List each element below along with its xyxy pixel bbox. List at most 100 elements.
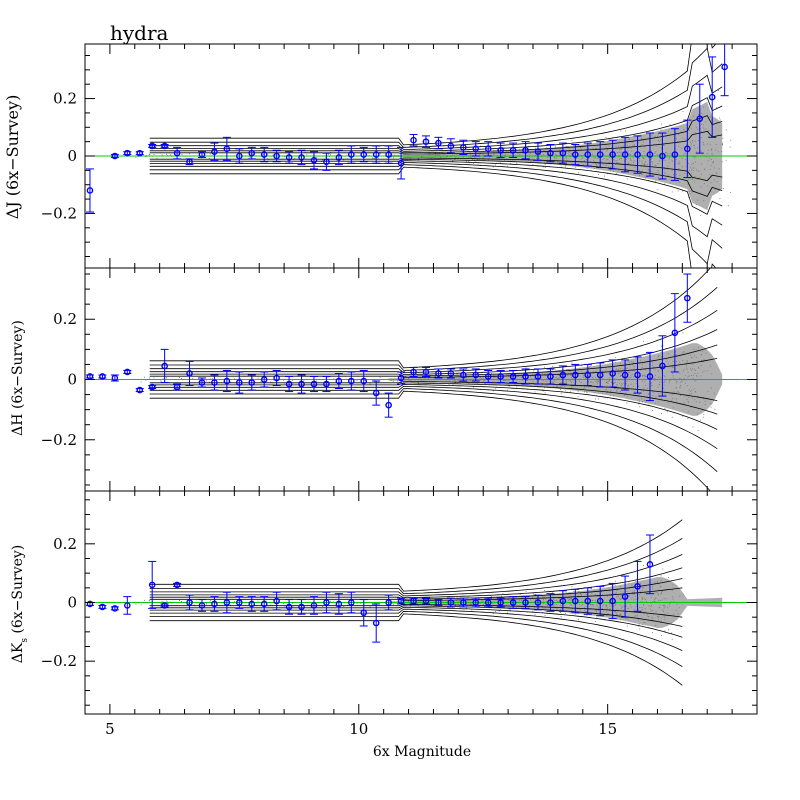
- data-point: [492, 605, 494, 607]
- data-point: [467, 150, 469, 152]
- data-point: [588, 157, 590, 159]
- data-point: [711, 154, 713, 156]
- data-point: [692, 162, 694, 164]
- mean-marker: [298, 603, 305, 611]
- data-point: [606, 158, 608, 160]
- binned-mean-19: [334, 593, 343, 615]
- data-point: [583, 154, 585, 156]
- data-point: [698, 367, 700, 369]
- data-point: [555, 157, 557, 159]
- data-point: [661, 368, 663, 370]
- data-point: [672, 160, 673, 162]
- data-point: [580, 370, 582, 372]
- data-point: [678, 160, 680, 162]
- data-point: [682, 360, 684, 361]
- data-point: [592, 600, 594, 601]
- data-point: [554, 157, 556, 159]
- data-point: [686, 361, 688, 363]
- binned-mean-2: [123, 149, 132, 157]
- binned-mean-31: [484, 597, 493, 608]
- binned-mean-33: [509, 142, 518, 158]
- data-point: [494, 611, 496, 612]
- mean-marker: [173, 149, 181, 157]
- data-point: [692, 140, 693, 141]
- data-point: [611, 382, 613, 383]
- data-point: [651, 362, 653, 364]
- data-point: [598, 610, 600, 611]
- data-point: [676, 138, 677, 140]
- data-point: [468, 380, 470, 382]
- data-point: [589, 604, 591, 606]
- data-point: [583, 164, 585, 166]
- data-point: [652, 617, 654, 619]
- mean-marker: [584, 371, 592, 379]
- data-point: [506, 151, 508, 152]
- data-point: [581, 588, 583, 590]
- data-point: [692, 191, 694, 193]
- data-point: [627, 385, 629, 387]
- data-point: [681, 604, 683, 606]
- binned-mean-22: [372, 603, 381, 643]
- data-point: [456, 596, 458, 598]
- data-point: [701, 351, 703, 353]
- data-point: [372, 158, 374, 160]
- mean-marker: [572, 597, 579, 605]
- data-point: [659, 160, 661, 162]
- mean-marker: [460, 144, 467, 151]
- data-point: [240, 601, 241, 603]
- data-point: [652, 614, 654, 616]
- data-point: [722, 137, 724, 139]
- data-point: [709, 144, 711, 145]
- contour-line: [149, 158, 723, 197]
- data-point: [676, 381, 678, 382]
- data-point: [534, 391, 536, 393]
- data-point: [502, 593, 504, 595]
- mean-marker: [298, 380, 305, 388]
- data-point: [292, 379, 294, 381]
- data-point: [711, 387, 712, 389]
- data-point: [648, 616, 650, 617]
- data-point: [652, 601, 654, 603]
- data-point: [306, 153, 308, 155]
- data-point: [694, 373, 696, 374]
- mean-marker: [236, 379, 243, 386]
- mean-marker: [596, 371, 604, 379]
- data-point: [577, 618, 579, 620]
- panel-delta-ks: 5 10 150.20−0.2: [41, 490, 758, 738]
- data-point: [629, 595, 631, 597]
- data-point: [644, 400, 646, 401]
- data-point: [606, 605, 608, 606]
- data-point: [663, 610, 665, 612]
- data-point: [659, 586, 661, 588]
- data-point: [335, 606, 337, 607]
- data-point: [651, 160, 653, 162]
- data-point: [707, 130, 709, 132]
- data-point: [676, 604, 678, 605]
- data-point: [347, 158, 348, 160]
- data-point: [699, 176, 701, 178]
- data-point: [619, 619, 621, 621]
- data-point: [571, 153, 572, 155]
- data-point: [181, 154, 183, 155]
- contour-line: [149, 164, 723, 265]
- data-point: [658, 384, 660, 386]
- data-point: [162, 601, 164, 603]
- data-point: [498, 383, 500, 385]
- binned-mean-38: [571, 144, 580, 166]
- data-point: [686, 398, 688, 400]
- data-point: [591, 600, 593, 602]
- data-point: [679, 174, 681, 176]
- data-point: [153, 154, 155, 155]
- data-point: [550, 163, 552, 165]
- mean-marker: [509, 373, 517, 380]
- data-point: [679, 361, 680, 363]
- data-point: [632, 591, 634, 593]
- binned-mean-37: [558, 142, 567, 164]
- data-point: [474, 157, 476, 159]
- data-point: [564, 385, 566, 387]
- data-point: [570, 391, 571, 393]
- data-point: [648, 169, 650, 171]
- binned-mean-17: [297, 374, 306, 394]
- data-point: [328, 156, 330, 157]
- data-point: [592, 371, 594, 373]
